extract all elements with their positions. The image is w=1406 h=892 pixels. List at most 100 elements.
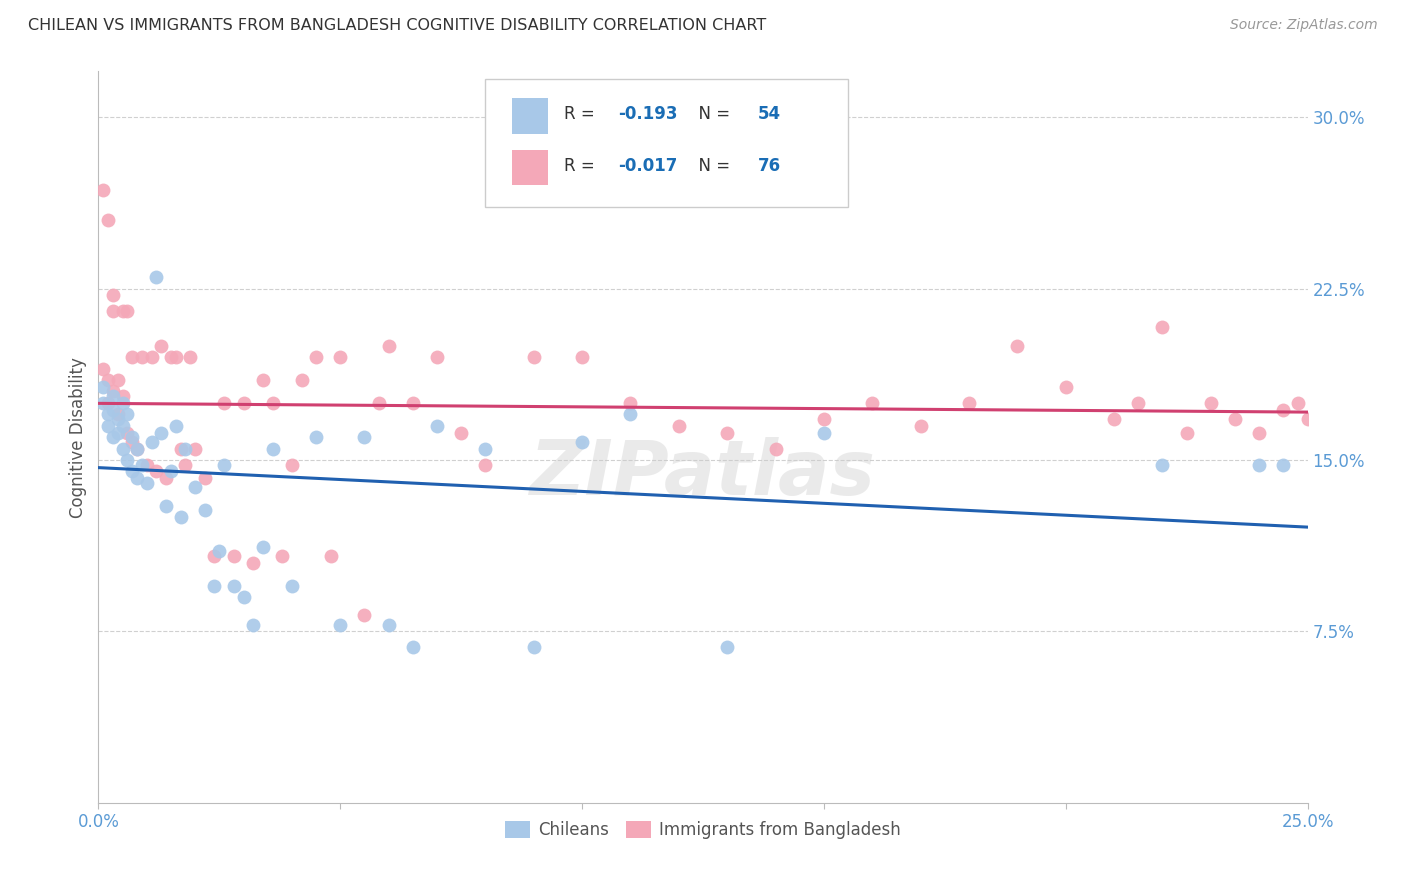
Point xyxy=(668,418,690,433)
Point xyxy=(716,640,738,655)
Point xyxy=(174,458,197,472)
Point xyxy=(860,396,883,410)
Point xyxy=(194,471,217,485)
Point xyxy=(150,425,173,440)
Point xyxy=(145,464,167,478)
Point xyxy=(1286,396,1309,410)
Point xyxy=(111,442,134,456)
Point xyxy=(1320,425,1343,440)
Point xyxy=(1054,380,1077,394)
Point xyxy=(1007,338,1029,352)
Point xyxy=(353,430,375,444)
FancyBboxPatch shape xyxy=(512,98,548,134)
Point xyxy=(450,425,472,440)
Point xyxy=(127,442,149,456)
Point xyxy=(145,270,167,285)
Point xyxy=(402,640,425,655)
Point xyxy=(101,304,124,318)
FancyBboxPatch shape xyxy=(485,78,848,207)
Point xyxy=(169,442,191,456)
Point xyxy=(111,418,134,433)
Point xyxy=(179,350,201,364)
Point xyxy=(290,373,312,387)
Point xyxy=(813,412,835,426)
Point xyxy=(329,617,352,632)
Point xyxy=(208,544,231,558)
Point xyxy=(127,442,149,456)
Point xyxy=(353,608,375,623)
Point xyxy=(242,556,264,570)
Point xyxy=(1223,412,1246,426)
Point xyxy=(1249,425,1271,440)
Point xyxy=(107,412,129,426)
Point xyxy=(242,617,264,632)
Point xyxy=(97,396,120,410)
Point xyxy=(184,442,207,456)
Point xyxy=(571,350,593,364)
Point xyxy=(121,350,143,364)
Point xyxy=(111,396,134,410)
Point xyxy=(91,183,114,197)
Point xyxy=(252,373,274,387)
Point xyxy=(117,453,139,467)
Point xyxy=(377,338,399,352)
Point xyxy=(121,434,143,449)
Text: Source: ZipAtlas.com: Source: ZipAtlas.com xyxy=(1230,18,1378,32)
Point xyxy=(97,407,120,421)
Point xyxy=(474,458,496,472)
Point xyxy=(232,396,254,410)
Point xyxy=(281,579,304,593)
Point xyxy=(252,540,274,554)
Point xyxy=(194,503,217,517)
Point xyxy=(204,549,226,563)
Point xyxy=(97,213,120,227)
Point xyxy=(101,402,124,417)
Text: 76: 76 xyxy=(758,158,780,176)
Text: ZIPatlas: ZIPatlas xyxy=(530,437,876,510)
Point xyxy=(117,425,139,440)
Point xyxy=(426,350,449,364)
Point xyxy=(107,425,129,440)
Point xyxy=(619,396,641,410)
Point xyxy=(155,499,177,513)
Point xyxy=(813,425,835,440)
Point xyxy=(1272,458,1295,472)
Point xyxy=(111,389,134,403)
Point xyxy=(1306,389,1329,403)
Point xyxy=(523,350,546,364)
Point xyxy=(222,579,245,593)
Point xyxy=(127,471,149,485)
Point xyxy=(305,350,328,364)
Point xyxy=(91,380,114,394)
Text: R =: R = xyxy=(564,158,600,176)
Point xyxy=(165,418,187,433)
Point xyxy=(262,396,284,410)
Point xyxy=(1175,425,1198,440)
Point xyxy=(141,434,163,449)
Text: -0.193: -0.193 xyxy=(619,104,678,123)
Point xyxy=(101,389,124,403)
Point xyxy=(107,373,129,387)
Point xyxy=(1128,396,1150,410)
Point xyxy=(765,442,787,456)
Point xyxy=(1326,396,1348,410)
Point xyxy=(619,407,641,421)
FancyBboxPatch shape xyxy=(512,150,548,185)
Point xyxy=(135,475,157,490)
Point xyxy=(131,458,153,472)
Text: N =: N = xyxy=(689,104,735,123)
Point xyxy=(474,442,496,456)
Point xyxy=(271,549,294,563)
Point xyxy=(402,396,425,410)
Point xyxy=(91,396,114,410)
Point xyxy=(97,418,120,433)
Y-axis label: Cognitive Disability: Cognitive Disability xyxy=(69,357,87,517)
Point xyxy=(107,407,129,421)
Point xyxy=(910,418,932,433)
Point xyxy=(121,430,143,444)
Point xyxy=(101,384,124,399)
Point xyxy=(111,304,134,318)
Point xyxy=(523,640,546,655)
Point xyxy=(1152,320,1174,334)
Point xyxy=(232,590,254,604)
